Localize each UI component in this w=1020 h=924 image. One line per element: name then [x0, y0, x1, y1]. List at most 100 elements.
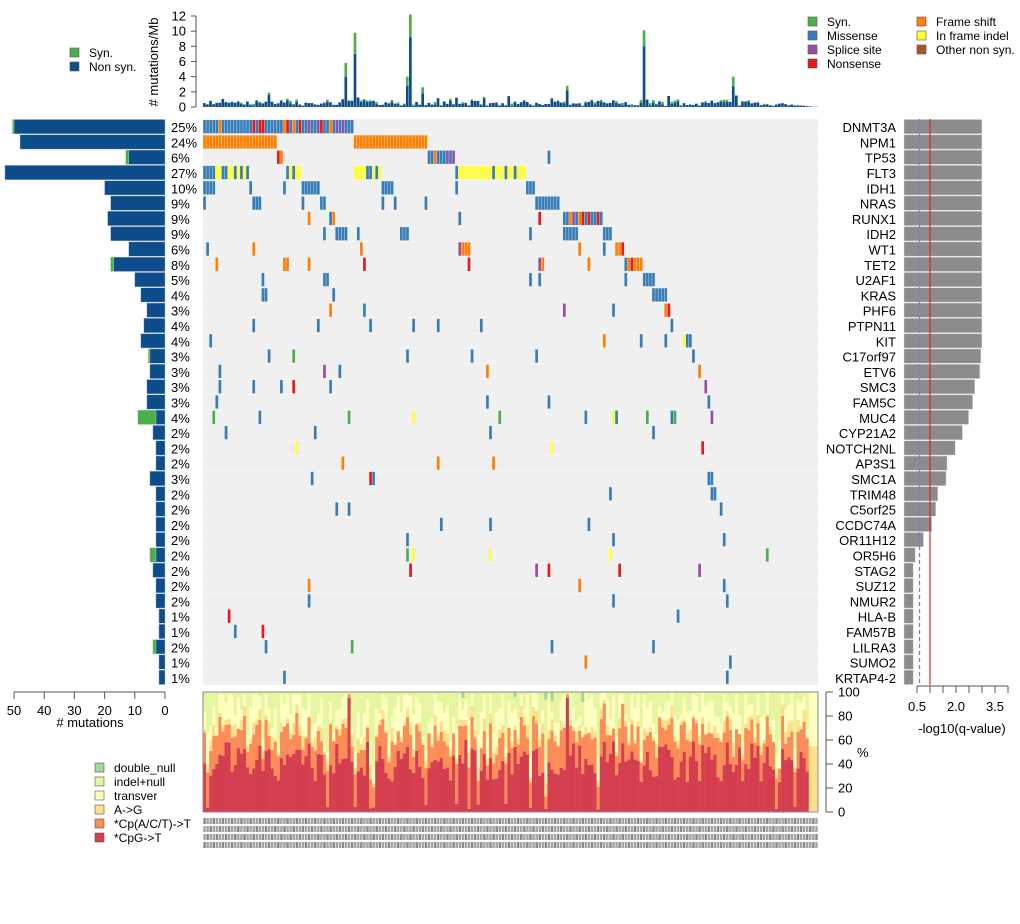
sample-label	[504, 842, 508, 848]
sample-label	[538, 818, 541, 824]
spectrum-segment	[608, 692, 613, 720]
spectrum-segment	[402, 723, 407, 726]
spectrum-segment	[273, 707, 277, 740]
gene-name-label: NOTCH2NL	[826, 441, 896, 456]
spectrum-segment	[415, 724, 419, 751]
sample-label	[756, 834, 760, 840]
spectrum-segment	[298, 735, 302, 750]
spectrum-segment	[452, 732, 456, 734]
sample-label	[501, 842, 505, 848]
sample-label	[243, 834, 246, 840]
spectrum-segment	[378, 692, 382, 714]
spectrum-segment	[710, 759, 714, 812]
sample-label	[683, 826, 686, 832]
tmb-bar-nonsyn	[215, 103, 218, 107]
spectrum-segment	[578, 745, 582, 812]
mutation-cell	[630, 257, 634, 271]
sample-label	[526, 842, 529, 848]
sample-label	[587, 834, 591, 840]
sample-label	[526, 826, 529, 832]
sample-label	[375, 842, 378, 848]
spectrum-segment	[587, 692, 591, 700]
spectrum-segment	[347, 692, 351, 695]
spectrum-segment	[621, 704, 625, 744]
sample-label	[326, 842, 329, 848]
tmb-bar-nonsyn	[771, 105, 775, 107]
sample-label	[486, 826, 489, 832]
spectrum-segment	[621, 692, 625, 695]
spectrum-segment	[473, 738, 477, 751]
mutation-cell	[412, 410, 415, 424]
legend-swatch-4	[94, 818, 105, 829]
sample-label	[799, 826, 803, 832]
spectrum-segment	[209, 750, 213, 776]
mutation-cell	[212, 135, 216, 149]
sample-label	[603, 818, 606, 824]
spectrum-segment	[310, 692, 314, 726]
tmb-bar-nonsyn	[572, 103, 575, 107]
tmb-bar-nonsyn	[461, 103, 464, 107]
qvalue-bar	[903, 624, 914, 639]
sample-label	[363, 834, 366, 840]
sample-label	[802, 842, 806, 848]
mutation-cell	[313, 181, 317, 195]
sample-label	[507, 842, 511, 848]
spectrum-segment	[602, 699, 607, 704]
sample-label	[759, 834, 763, 840]
spectrum-segment	[805, 729, 809, 737]
spectrum-segment	[535, 710, 539, 724]
gene-bar-syn	[137, 409, 157, 425]
spectrum-segment	[648, 692, 653, 702]
gene-pct-label: 1%	[171, 610, 190, 625]
sample-label	[360, 834, 363, 840]
spectrum-segment	[528, 782, 533, 808]
spectrum-segment	[255, 759, 259, 812]
sample-label	[366, 826, 369, 832]
mutation-cell	[316, 318, 320, 333]
spectrum-segment	[488, 694, 493, 714]
spectrum-segment	[768, 720, 773, 727]
sample-label	[335, 834, 338, 840]
mutation-cell	[252, 120, 256, 134]
mutation-cell	[436, 150, 440, 164]
sample-label	[704, 826, 707, 832]
sample-label	[274, 834, 277, 840]
spectrum-segment	[405, 746, 410, 812]
sample-label	[212, 818, 215, 824]
gene-bar-nonsyn	[110, 195, 166, 211]
mutation-cell	[615, 242, 618, 256]
spectrum-segment	[658, 717, 662, 747]
tmb-bar-nonsyn	[611, 100, 615, 107]
sample-label	[569, 842, 572, 848]
mutation-cell	[596, 211, 600, 226]
tmb-bar-nonsyn	[510, 105, 514, 107]
mutation-cell	[375, 165, 379, 180]
spectrum-segment	[427, 733, 431, 769]
sample-label	[360, 818, 363, 824]
gene-name-label: KRAS	[861, 288, 897, 303]
mutation-cell	[280, 120, 283, 134]
sample-label	[673, 842, 677, 848]
spectrum-segment	[648, 770, 653, 812]
mutation-cell	[360, 165, 363, 180]
sample-label	[609, 826, 612, 832]
tmb-bar-syn	[599, 99, 603, 102]
spectrum-segment	[236, 697, 241, 729]
sample-label	[234, 834, 237, 840]
sample-label	[778, 826, 781, 832]
sample-label	[793, 818, 797, 824]
mutation-cell	[436, 456, 440, 470]
mutation-cell	[298, 120, 302, 134]
spectrum-segment	[295, 692, 299, 695]
spectrum-segment	[559, 730, 563, 768]
tmb-bar-nonsyn	[313, 104, 317, 107]
spectrum-segment	[728, 718, 733, 731]
spectrum-segment	[688, 729, 693, 742]
spectrum-segment	[642, 728, 646, 740]
gene-pct-label: 2%	[171, 640, 190, 655]
spectrum-segment	[624, 761, 628, 812]
tmb-bar-syn	[639, 100, 643, 103]
sample-label	[732, 842, 735, 848]
spectrum-segment	[405, 717, 410, 747]
gene-bar-syn	[12, 119, 15, 134]
